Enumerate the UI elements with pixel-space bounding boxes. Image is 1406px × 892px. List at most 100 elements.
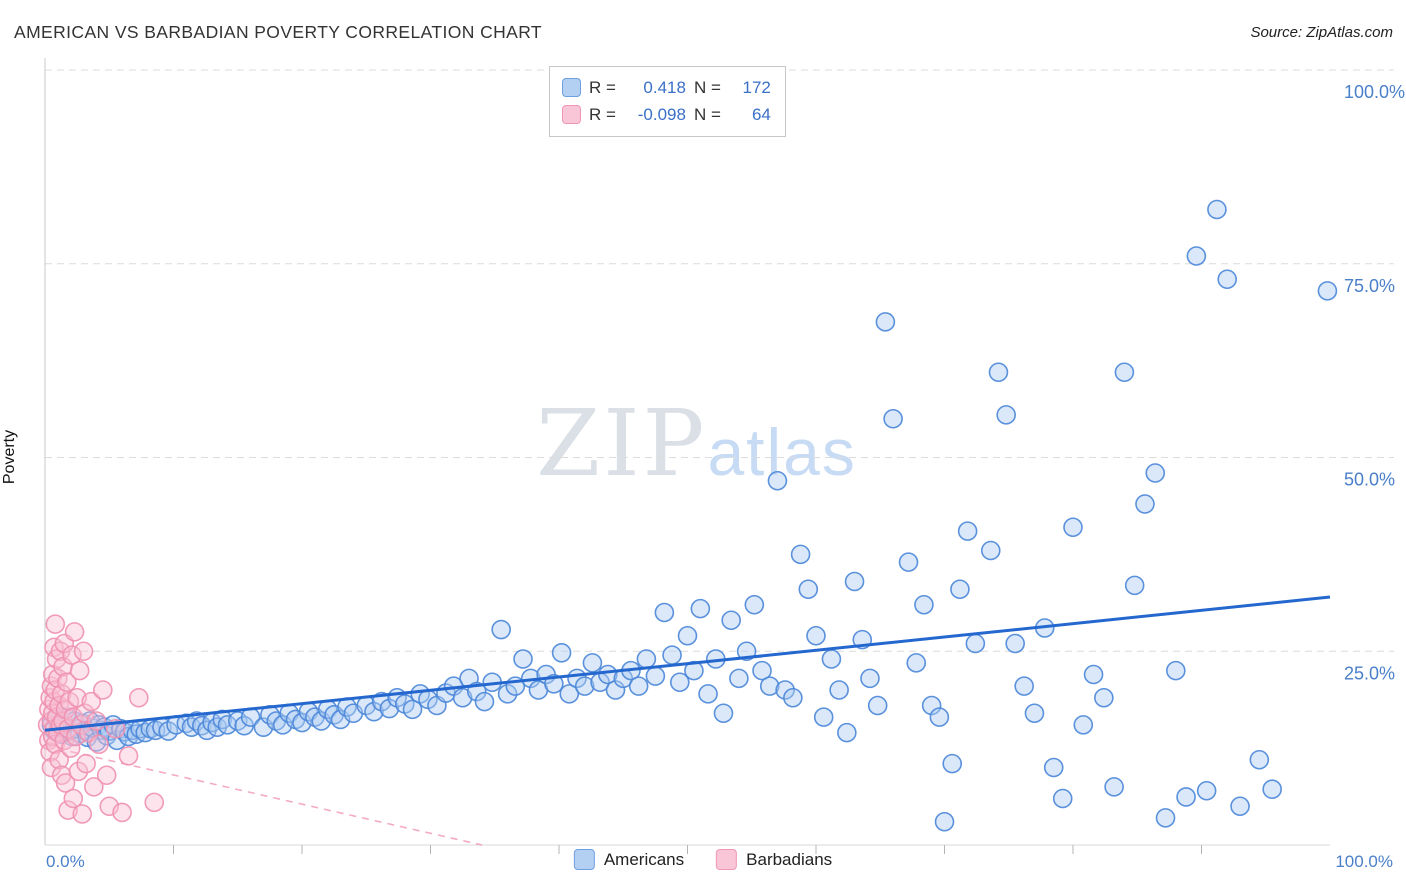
scatter-point-americans xyxy=(1094,687,1114,708)
scatter-point-americans xyxy=(1114,362,1135,383)
scatter-point-americans xyxy=(767,470,788,491)
scatter-point-americans xyxy=(821,649,842,669)
scatter-point-americans xyxy=(669,672,690,693)
americans-legend-swatch-icon xyxy=(573,849,595,870)
scatter-point-americans xyxy=(1186,246,1207,266)
scatter-point-americans xyxy=(813,707,834,727)
scatter-point-americans xyxy=(744,594,765,615)
scatter-point-americans xyxy=(752,660,772,681)
x-tick-label-max: 100.0% xyxy=(1335,852,1393,871)
n-label: N = xyxy=(693,77,721,97)
scatter-point-americans xyxy=(582,653,603,673)
scatter-point-americans xyxy=(1005,633,1025,654)
scatter-point-barbadians xyxy=(129,687,149,708)
barbadians-swatch-icon xyxy=(562,105,581,124)
legend-item-americans: Americans xyxy=(573,849,684,870)
scatter-point-americans xyxy=(1052,788,1073,809)
scatter-point-americans xyxy=(1207,199,1227,220)
scatter-point-americans xyxy=(914,594,934,615)
y-tick-label: 75.0% xyxy=(1344,276,1395,296)
scatter-point-americans xyxy=(1024,703,1045,724)
scatter-point-americans xyxy=(798,579,819,600)
scatter-point-americans xyxy=(1249,749,1270,770)
scatter-point-americans xyxy=(402,699,423,720)
scatter-point-barbadians xyxy=(69,660,90,681)
watermark: ZIPatlas xyxy=(536,398,857,490)
stats-row-barbadians: R = -0.098 N = 64 xyxy=(562,101,771,128)
americans-swatch-icon xyxy=(562,78,581,97)
scatter-point-barbadians xyxy=(45,614,66,634)
scatter-point-americans xyxy=(690,598,711,619)
legend-item-barbadians: Barbadians xyxy=(716,849,832,870)
scatter-point-americans xyxy=(921,695,942,716)
scatter-point-barbadians xyxy=(93,680,113,700)
scatter-point-americans xyxy=(1104,777,1124,797)
scatter-point-americans xyxy=(677,625,698,646)
scatter-point-barbadians xyxy=(72,804,93,824)
scatter-point-americans xyxy=(1262,779,1282,800)
scatter-point-barbadians xyxy=(55,773,76,793)
scatter-point-barbadians xyxy=(84,777,104,797)
bottom-legend: Americans Barbadians xyxy=(573,849,832,870)
scatter-point-americans xyxy=(1124,575,1145,596)
scatter-point-americans xyxy=(654,602,675,623)
x-tick-label-min: 0.0% xyxy=(46,852,85,871)
scatter-point-americans xyxy=(1230,796,1250,817)
y-tick-label: 50.0% xyxy=(1344,470,1395,490)
scatter-point-americans xyxy=(965,633,986,654)
r-value-americans: 0.418 xyxy=(643,77,686,97)
trend-line-americans xyxy=(44,595,1331,732)
scatter-point-americans xyxy=(867,695,888,716)
scatter-point-barbadians xyxy=(64,622,85,642)
y-tick-label: 25.0% xyxy=(1344,663,1395,683)
scatter-point-americans xyxy=(379,698,400,719)
r-label: R = xyxy=(589,77,616,97)
scatter-point-americans xyxy=(497,684,518,704)
scatter-point-barbadians xyxy=(51,684,72,704)
scatter-point-barbadians xyxy=(96,765,117,786)
scatter-point-barbadians xyxy=(63,788,84,809)
scatter-point-americans xyxy=(860,668,880,689)
scatter-point-americans xyxy=(645,666,666,686)
watermark-zip: ZIP xyxy=(536,390,708,497)
scatter-point-americans xyxy=(1043,757,1064,778)
scatter-point-barbadians xyxy=(60,738,81,758)
scatter-point-americans xyxy=(1073,715,1094,735)
scatter-point-americans xyxy=(364,701,384,722)
scatter-point-americans xyxy=(698,684,718,704)
scatter-point-americans xyxy=(837,722,857,743)
scatter-point-americans xyxy=(957,521,978,541)
scatter-point-americans xyxy=(980,540,1001,561)
scatter-point-barbadians xyxy=(81,691,102,712)
legend-label-barbadians: Barbadians xyxy=(746,849,833,869)
scatter-point-americans xyxy=(662,645,682,665)
scatter-point-americans xyxy=(1317,281,1338,301)
scatter-point-americans xyxy=(1155,808,1176,828)
y-tick-label: 100.0% xyxy=(1344,82,1405,102)
scatter-point-americans xyxy=(1014,676,1034,696)
scatter-point-americans xyxy=(1217,269,1237,290)
r-value-barbadians: -0.098 xyxy=(637,104,686,124)
scatter-point-americans xyxy=(574,676,595,696)
scatter-point-americans xyxy=(950,579,970,600)
scatter-point-americans xyxy=(906,653,927,673)
scatter-point-americans xyxy=(775,680,795,700)
scatter-point-barbadians xyxy=(62,645,82,665)
scatter-point-americans xyxy=(628,676,649,696)
source-label: Source: ZipAtlas.com xyxy=(1250,24,1393,41)
scatter-point-americans xyxy=(1063,517,1083,538)
scatter-point-americans xyxy=(898,552,919,572)
scatter-point-americans xyxy=(1176,787,1196,807)
scatter-point-americans xyxy=(605,680,626,700)
scatter-point-americans xyxy=(636,649,657,669)
scatter-point-americans xyxy=(551,642,572,663)
scatter-point-americans xyxy=(806,625,826,646)
scatter-point-barbadians xyxy=(86,711,107,731)
scatter-point-barbadians xyxy=(68,761,89,782)
n-value-barbadians: 64 xyxy=(751,104,771,124)
scatter-point-barbadians xyxy=(75,703,95,724)
scatter-point-barbadians xyxy=(73,641,94,662)
scatter-point-americans xyxy=(1083,664,1104,685)
